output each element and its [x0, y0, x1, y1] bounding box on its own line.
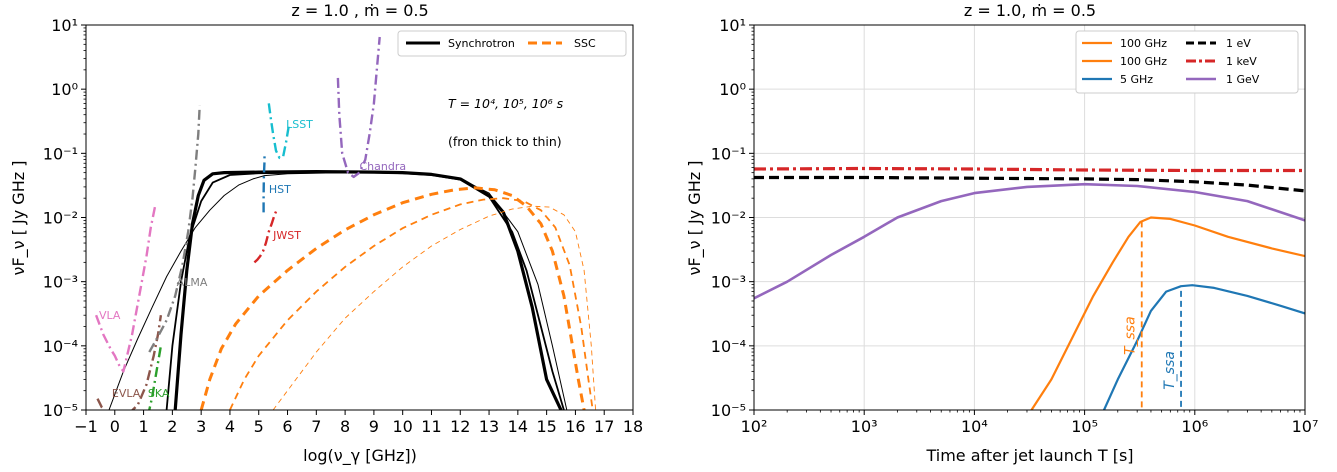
- ssc-curve: [199, 186, 586, 410]
- lightcurve-legend: 100 GHz 1 eV 100 GHz 1 keV 5 GHz 1 GeV: [1075, 30, 1299, 94]
- legend-label-1kev: 1 keV: [1226, 55, 1257, 68]
- lightcurve-y-tick-label: 10⁻³: [711, 273, 746, 292]
- sed-x-tick-label: 8: [340, 417, 350, 436]
- instrument-labels: VLA EVLA SKA ALMA JWST HST LSST Chandra: [99, 118, 406, 400]
- sed-y-tick-label: 10⁰: [51, 80, 78, 99]
- sed-y-ticks: 10⁻⁵ 10⁻⁴ 10⁻³ 10⁻² 10⁻¹ 10⁰ 10¹: [43, 16, 86, 420]
- instrument-label-lsst: LSST: [286, 118, 313, 131]
- legend-label-100ghz-b: 100 GHz: [1120, 55, 1167, 68]
- sed-x-tick-label: 1: [138, 417, 148, 436]
- legend-label-1gev: 1 GeV: [1226, 73, 1260, 86]
- sed-legend: Synchrotron SSC: [397, 30, 627, 57]
- sed-legend-box: [397, 30, 627, 57]
- lightcurve-1-ev: [754, 175, 1305, 193]
- sed-x-tick-label: 9: [369, 417, 379, 436]
- legend-label-ssc: SSC: [574, 37, 596, 50]
- sed-x-tick-label: 12: [450, 417, 470, 436]
- sync-curve: [108, 172, 568, 410]
- legend-label-synchrotron: Synchrotron: [448, 37, 515, 50]
- sed-x-tick-label: 3: [196, 417, 206, 436]
- lightcurve-y-tick-label: 10⁻²: [711, 209, 746, 228]
- instrument-label-vla: VLA: [99, 309, 121, 322]
- legend-label-1ev: 1 eV: [1226, 37, 1251, 50]
- sed-x-tick-label: 11: [421, 417, 441, 436]
- instrument-curve-vla: [94, 205, 157, 373]
- sed-x-tick-label: 0: [110, 417, 120, 436]
- lightcurve-x-tick-label: 10⁵: [1071, 417, 1098, 436]
- lightcurve-series-group: [754, 166, 1305, 410]
- sed-y-tick-label: 10⁻³: [43, 273, 78, 292]
- sed-y-tick-label: 10⁻¹: [43, 144, 78, 163]
- sed-x-tick-label: 10: [393, 417, 413, 436]
- lightcurve-y-tick-label: 10⁰: [719, 80, 746, 99]
- ssc-curve: [229, 197, 594, 410]
- sed-x-tick-label: 14: [508, 417, 528, 436]
- instrument-curve-alma: [148, 105, 201, 353]
- sed-x-tick-label: 5: [254, 417, 264, 436]
- sed-x-ticks: −1 0 1 2 3 4 5 6 7 8 9 10 11 12 13 14 15 16 17 18: [74, 410, 643, 436]
- lightcurve-x-tick-label: 10²: [741, 417, 768, 436]
- order-annotation: (fron thick to thin): [448, 134, 562, 149]
- sed-x-tick-label: −1: [74, 417, 98, 436]
- lightcurve-y-tick-label: 10⁻⁴: [711, 337, 746, 356]
- sed-x-tick-label: 15: [536, 417, 556, 436]
- sed-y-tick-label: 10⁻²: [43, 209, 78, 228]
- lightcurve-x-tick-label: 10³: [851, 417, 878, 436]
- sed-y-axis-label: νF_ν [ Jy GHz ]: [9, 161, 29, 276]
- instrument-label-hst: HST: [269, 183, 291, 196]
- time-annotation: T = 10⁴, 10⁵, 10⁶ s: [448, 96, 564, 111]
- sed-y-tick-label: 10¹: [51, 16, 78, 35]
- instrument-curve-chandra: [336, 36, 381, 179]
- sed-x-tick-label: 2: [167, 417, 177, 436]
- legend-label-5ghz: 5 GHz: [1120, 73, 1153, 86]
- lightcurve-1-gev: [754, 182, 1305, 300]
- ssc-curve: [272, 205, 597, 410]
- tssa-marker-label: T_ssa: [1123, 316, 1139, 355]
- sed-plot-area: [86, 25, 633, 410]
- instrument-label-alma: ALMA: [177, 276, 208, 289]
- lightcurve-100-ghz: [1030, 216, 1305, 410]
- sed-x-tick-label: 16: [565, 417, 585, 436]
- instrument-curve-evla: [96, 315, 163, 410]
- lightcurve-x-ticks: 10² 10³ 10⁴ 10⁵ 10⁶ 10⁷: [741, 410, 1319, 436]
- sed-x-tick-label: 7: [311, 417, 321, 436]
- tssa-marker-label: T_ssa: [1162, 351, 1178, 390]
- sed-x-axis-label: log(ν_γ [GHz]): [303, 446, 417, 466]
- lightcurve-y-ticks: 10⁻⁵ 10⁻⁴ 10⁻³ 10⁻² 10⁻¹ 10⁰ 10¹: [711, 16, 754, 420]
- instrument-curve-jwst: [253, 207, 279, 264]
- instrument-label-chandra: Chandra: [360, 160, 407, 173]
- lightcurve-y-tick-label: 10⁻⁵: [711, 401, 746, 420]
- sed-x-tick-label: 18: [623, 417, 643, 436]
- sed-x-tick-label: 4: [225, 417, 235, 436]
- lightcurve-y-axis-label: νF_ν [ Jy GHz ]: [685, 161, 705, 276]
- sed-x-tick-label: 13: [479, 417, 499, 436]
- sed-series-group: [94, 36, 597, 410]
- sed-y-tick-label: 10⁻⁴: [43, 337, 78, 356]
- sed-title: z = 1.0 , ṁ = 0.5: [291, 1, 428, 20]
- sed-y-tick-label: 10⁻⁵: [43, 401, 78, 420]
- tssa-markers: T_ssa T_ssa: [1123, 221, 1182, 410]
- instrument-label-evla: EVLA: [112, 387, 141, 400]
- lightcurve-x-axis-label: Time after jet launch T [s]: [925, 446, 1133, 465]
- sed-x-tick-label: 17: [594, 417, 614, 436]
- instrument-curve-ska: [148, 345, 163, 410]
- lightcurve-title: z = 1.0, ṁ = 0.5: [964, 1, 1096, 20]
- lightcurve-x-tick-label: 10⁴: [961, 417, 988, 436]
- lightcurve-y-tick-label: 10¹: [719, 16, 746, 35]
- lightcurve-x-tick-label: 10⁶: [1181, 417, 1208, 436]
- lightcurve-x-tick-label: 10⁷: [1292, 417, 1319, 436]
- sed-x-tick-label: 6: [282, 417, 292, 436]
- lightcurve-5-ghz: [1102, 284, 1305, 410]
- instrument-label-jwst: JWST: [272, 229, 301, 242]
- lightcurve-y-tick-label: 10⁻¹: [711, 144, 746, 163]
- instrument-label-ska: SKA: [148, 387, 170, 400]
- legend-label-100ghz-a: 100 GHz: [1120, 37, 1167, 50]
